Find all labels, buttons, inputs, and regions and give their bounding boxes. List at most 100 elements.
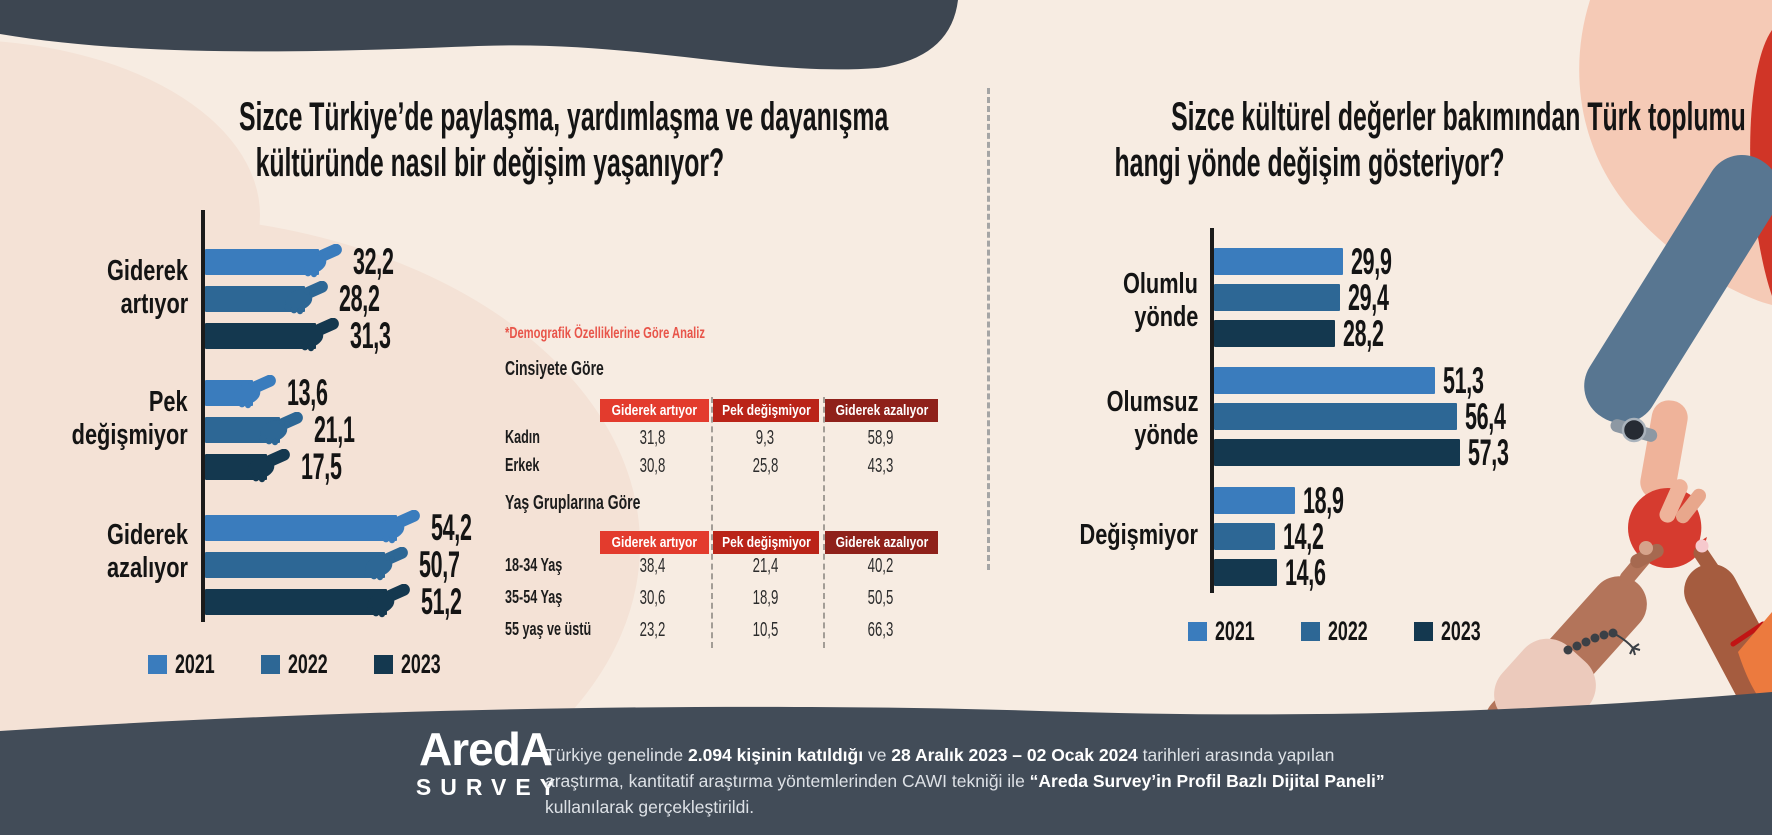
table-row-label-text: 35-54 Yaş	[505, 587, 563, 607]
bar-value-text: 17,5	[301, 446, 342, 487]
handshake-icon	[246, 449, 290, 483]
bar-value-text: 13,6	[287, 372, 328, 413]
bar	[1214, 367, 1435, 394]
bar-value-label: 13,6	[287, 372, 357, 414]
handshake-icon	[376, 510, 420, 544]
bar	[205, 552, 385, 578]
table-row-label-text: 55 yaş ve üstü	[505, 619, 592, 639]
bar-value-label: 32,2	[353, 241, 423, 283]
bar-value-text: 56,4	[1465, 395, 1506, 437]
bar-row-2022: 21,1	[205, 409, 384, 450]
bar	[1214, 320, 1335, 347]
handshake-icon	[232, 375, 276, 409]
legend-item-2023: 2023	[374, 649, 461, 680]
left-hand-thumb	[1639, 541, 1653, 555]
legend-swatch	[1414, 622, 1434, 641]
bar-value-text: 50,7	[419, 544, 460, 585]
left-chart-axis	[201, 210, 205, 622]
table-col-header-text: Pek değişmiyor	[721, 402, 811, 419]
table-col-header-text: Giderek azalıyor	[835, 402, 928, 419]
table-section-title-text: Cinsiyete Göre	[505, 358, 604, 380]
left-chart-title-line2: kültüründe nasıl bir değişim yaşanıyor?	[255, 141, 725, 185]
legend-year-text: 2023	[1441, 616, 1481, 646]
bar-value-label: 31,3	[350, 315, 420, 357]
bar-value-text: 28,2	[339, 278, 380, 319]
table-cell-value-text: 38,4	[639, 555, 665, 577]
legend-year-text: 2022	[288, 649, 328, 679]
legend: 2021 2022 2023	[148, 649, 461, 680]
table-cell-value: 21,4	[730, 555, 800, 578]
bar-row-2023: 51,2	[205, 581, 491, 622]
fingertip-nail	[1695, 539, 1709, 553]
bar-row-2022: 28,2	[205, 278, 409, 319]
table-cell-value: 18,9	[730, 587, 800, 610]
bar	[1214, 403, 1457, 430]
category-label-line: yönde	[1036, 419, 1198, 452]
table-cell-value-text: 25,8	[752, 455, 778, 477]
bar	[1214, 559, 1277, 586]
bar-row-2023: 57,3	[1214, 432, 1538, 473]
legend-item-2022: 2022	[1301, 616, 1388, 647]
category-label-text: Pek	[149, 386, 188, 418]
bar-row-2023: 17,5	[205, 446, 371, 487]
bar	[1214, 523, 1275, 550]
watch-face	[1621, 417, 1647, 443]
bar-value-text: 29,9	[1351, 240, 1392, 282]
bar-row-2022: 29,4	[1214, 277, 1418, 318]
table-col-header: Giderek azalıyor	[825, 399, 938, 422]
handshake-icon	[284, 281, 328, 315]
legend-year-label: 2021	[1215, 616, 1275, 647]
table-row-label: 18-34 Yaş	[505, 555, 587, 576]
category-label-text: azalıyor	[107, 552, 188, 584]
methodology-text-run: kullanılarak gerçekleştirildi.	[545, 797, 755, 817]
bar	[1214, 248, 1343, 275]
table-cell-value-text: 9,3	[755, 427, 775, 449]
table-cell-value: 38,4	[617, 555, 687, 578]
table-col-header-text: Pek değişmiyor	[721, 534, 811, 551]
left-chart-title-line1: Sizce Türkiye’de paylaşma, yardımlaşma v…	[238, 95, 889, 139]
table-cell-value-text: 31,8	[639, 427, 665, 449]
category-label-text: Olumlu	[1123, 268, 1198, 300]
bar-row-2021: 51,3	[1214, 360, 1513, 401]
table-column-divider	[823, 397, 825, 648]
table-cell-value-text: 23,2	[639, 619, 665, 641]
table-row-label-text: Erkek	[505, 455, 540, 475]
category-label: Olumsuz yönde	[1036, 386, 1198, 452]
legend-swatch	[374, 655, 394, 674]
legend-year-text: 2021	[175, 649, 215, 679]
category-label-line: Giderek	[26, 255, 188, 288]
category-label: Giderek artıyor	[26, 255, 188, 321]
table-col-header: Pek değişmiyor	[713, 399, 819, 422]
bar-row-2022: 56,4	[1214, 396, 1535, 437]
bar-value-text: 51,2	[421, 581, 462, 622]
handshake-icon	[364, 547, 408, 581]
table-cell-value: 30,6	[617, 587, 687, 610]
table-col-header: Giderek artıyor	[600, 531, 709, 554]
bar-value-label: 29,4	[1348, 277, 1418, 319]
table-cell-value-text: 10,5	[752, 619, 778, 641]
red-bracelet	[1730, 621, 1766, 647]
legend-year-label: 2023	[1441, 616, 1501, 647]
bar-row-2023: 28,2	[1214, 313, 1413, 354]
legend-swatch	[261, 655, 281, 674]
category-label-line: yönde	[1036, 301, 1198, 334]
table-cell-value-text: 30,6	[639, 587, 665, 609]
bar-value-text: 31,3	[350, 315, 391, 356]
table-row-label: 55 yaş ve üstü	[505, 619, 628, 640]
category-label-text: artıyor	[120, 288, 188, 320]
bracelet-tassel	[1614, 633, 1641, 656]
top-hand-finger-2	[1675, 488, 1707, 524]
category-label-line: Olumsuz	[1036, 386, 1198, 419]
table-section-title-text: Yaş Gruplarına Göre	[505, 492, 641, 514]
left-chart-title: Sizce Türkiye’de paylaşma, yardımlaşma v…	[40, 94, 940, 186]
methodology-text-bold: 28 Aralık 2023 – 02 Ocak 2024	[891, 745, 1138, 765]
methodology-text-bold: “Areda Survey’in Profil Bazlı Dijital Pa…	[1029, 771, 1385, 791]
demographics-note-text: *Demografik Özelliklerine Göre Analiz	[505, 325, 706, 342]
table-cell-value: 43,3	[845, 455, 915, 478]
bar-value-text: 57,3	[1468, 431, 1509, 473]
table-cell-value-text: 18,9	[752, 587, 778, 609]
bar-value-label: 21,1	[314, 409, 384, 451]
legend-item-2021: 2021	[148, 649, 235, 680]
logo-subtitle: SURVEY	[415, 774, 565, 800]
bar-value-label: 54,2	[431, 507, 501, 549]
